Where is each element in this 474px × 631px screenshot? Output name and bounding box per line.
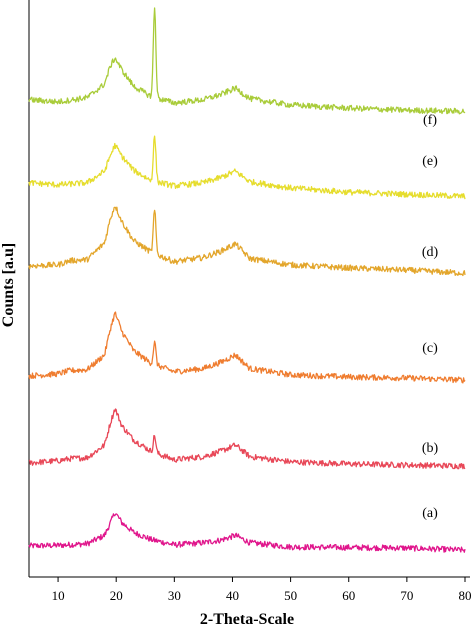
x-tick-label-80: 80 [459, 588, 472, 603]
x-tick-label-50: 50 [284, 588, 297, 603]
plot-frame [28, 0, 470, 578]
y-axis-title: Counts [a.u] [0, 243, 17, 327]
curve-label-e: (e) [422, 154, 438, 169]
x-ticks-group: 10 20 30 40 50 60 70 80 [52, 577, 472, 603]
series-line-b [28, 408, 466, 470]
curve-label-f: (f) [423, 113, 437, 128]
curve-label-a: (a) [422, 506, 438, 521]
series-line-d [28, 206, 466, 277]
curve-label-b: (b) [422, 441, 439, 456]
series-line-f [28, 7, 466, 115]
x-axis-title: 2-Theta-Scale [200, 611, 294, 628]
series-line-e [28, 135, 466, 200]
x-tick-label-20: 20 [110, 588, 123, 603]
x-tick-label-30: 30 [168, 588, 181, 603]
curve-label-c: (c) [422, 341, 438, 356]
x-tick-label-40: 40 [226, 588, 239, 603]
curve-label-d: (d) [422, 245, 439, 260]
series-line-c [28, 311, 466, 384]
x-tick-label-10: 10 [52, 588, 65, 603]
series-line-a [28, 513, 466, 553]
curve-labels-group: (a) (b) (c) (d) (e) (f) [422, 113, 439, 521]
x-tick-label-60: 60 [342, 588, 355, 603]
x-tick-label-70: 70 [400, 588, 413, 603]
curves-group [28, 7, 466, 553]
